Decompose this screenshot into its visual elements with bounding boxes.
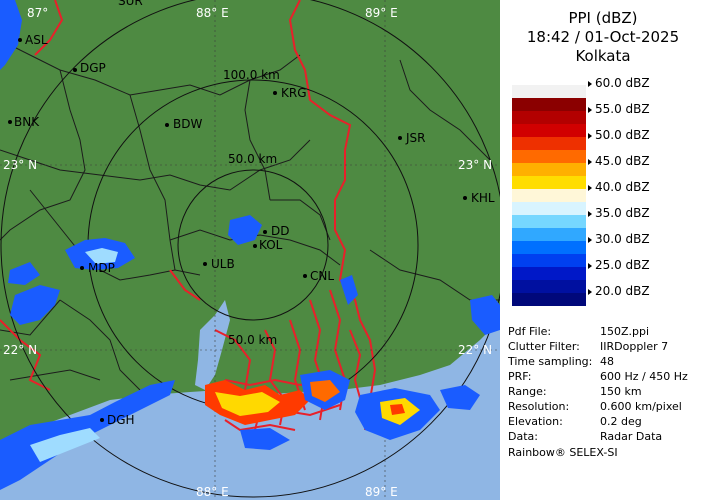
legend-label: 50.0 dBZ: [595, 128, 650, 142]
info-line: Resolution: 0.600 km/pixel: [508, 400, 682, 413]
place-label: 87°: [27, 6, 49, 20]
footer-credit: Rainbow® SELEX-SI: [508, 446, 618, 459]
place-label: MDP: [88, 261, 115, 275]
legend-swatch: [512, 150, 586, 176]
legend-label: 30.0 dBZ: [595, 232, 650, 246]
info-line: Elevation: 0.2 deg: [508, 415, 642, 428]
legend-tick-icon: [588, 185, 592, 191]
legend-tick-icon: [588, 237, 592, 243]
info-value: Radar Data: [600, 430, 663, 443]
legend-tick-icon: [588, 133, 592, 139]
range-label-100km: 100.0 km: [223, 68, 280, 82]
info-line: Pdf File: 150Z.ppi: [508, 325, 649, 338]
place-label: DGP: [80, 61, 106, 75]
legend-label: 55.0 dBZ: [595, 102, 650, 116]
legend-label: 35.0 dBZ: [595, 206, 650, 220]
lon-label-top-89: 89° E: [365, 6, 398, 20]
place-label: KRG: [281, 86, 307, 100]
lon-label-bottom-89: 89° E: [365, 485, 398, 499]
product-title: PPI (dBZ): [568, 9, 638, 27]
legend-swatch: [512, 176, 586, 202]
info-value: 0.600 km/pixel: [600, 400, 682, 413]
legend-label: 45.0 dBZ: [595, 154, 650, 168]
map-canvas: [0, 0, 500, 500]
place-label: SUR: [118, 0, 143, 8]
legend-swatch: [512, 98, 586, 124]
place-label: DD: [271, 224, 290, 238]
radar-echoes: [0, 0, 500, 490]
info-line: Clutter Filter: IIRDoppler 7: [508, 340, 668, 353]
lat-label-right-23: 23° N: [458, 158, 493, 172]
info-value: 48: [600, 355, 614, 368]
place-label: BDW: [173, 117, 203, 131]
legend-tick-icon: [588, 159, 592, 165]
legend-swatch: [512, 254, 586, 280]
info-line: Data: Radar Data: [508, 430, 662, 443]
place-label: KHL: [471, 191, 495, 205]
datetime-title: 18:42 / 01-Oct-2025: [526, 28, 680, 46]
legend-swatch: [512, 72, 586, 98]
place-label: JSR: [406, 131, 426, 145]
legend-swatch: [512, 124, 586, 150]
legend-entry: 30.0 dBZ: [500, 228, 706, 254]
info-key: Resolution:: [508, 400, 570, 413]
legend-tick-icon: [588, 107, 592, 113]
lat-label-right-22: 22° N: [458, 343, 493, 357]
info-key: Data:: [508, 430, 538, 443]
info-key: Range:: [508, 385, 547, 398]
lat-label-left-22: 22° N: [3, 343, 38, 357]
info-value: 600 Hz / 450 Hz: [600, 370, 688, 383]
lat-label-left-23: 23° N: [3, 158, 38, 172]
info-key: Clutter Filter:: [508, 340, 580, 353]
legend-tick-icon: [588, 289, 592, 295]
legend-swatch: [512, 202, 586, 228]
color-legend: 60.0 dBZ 55.0 dBZ 50.0 dBZ 45.0 dBZ 40.0 dBZ…: [500, 72, 706, 306]
info-value: 150Z.ppi: [600, 325, 650, 338]
legend-entry: 25.0 dBZ: [500, 254, 706, 280]
state-borders: [0, 0, 377, 432]
legend-tick-icon: [588, 263, 592, 269]
legend-label: 20.0 dBZ: [595, 284, 650, 298]
legend-entry: 55.0 dBZ: [500, 98, 706, 124]
info-key: Time sampling:: [508, 355, 593, 368]
range-label-50km-south: 50.0 km: [228, 333, 278, 347]
legend-entry: 40.0 dBZ: [500, 176, 706, 202]
river-estuary: [195, 300, 230, 390]
legend-swatch: [512, 228, 586, 254]
place-label: KOL: [259, 238, 283, 252]
place-label: ASL: [25, 33, 48, 47]
lon-label-bottom-88: 88° E: [196, 485, 229, 499]
place-label: ULB: [211, 257, 235, 271]
legend-tick-icon: [588, 81, 592, 87]
info-key: Pdf File:: [508, 325, 552, 338]
legend-entry: 45.0 dBZ: [500, 150, 706, 176]
side-panel: PPI (dBZ) 18:42 / 01-Oct-2025 Kolkata 60…: [500, 0, 706, 500]
range-label-50km-north: 50.0 km: [228, 152, 278, 166]
legend-label: 25.0 dBZ: [595, 258, 650, 272]
legend-entry: 20.0 dBZ: [500, 280, 706, 306]
info-key: PRF:: [508, 370, 532, 383]
info-value: 0.2 deg: [600, 415, 642, 428]
station-title: Kolkata: [575, 47, 631, 65]
place-label: BNK: [14, 115, 40, 129]
place-markers: [8, 38, 467, 422]
info-value: IIRDoppler 7: [600, 340, 669, 353]
legend-label: 40.0 dBZ: [595, 180, 650, 194]
place-label: CNL: [310, 269, 335, 283]
legend-tick-icon: [588, 211, 592, 217]
legend-entry: 35.0 dBZ: [500, 202, 706, 228]
info-value: 150 km: [600, 385, 642, 398]
legend-entry: 50.0 dBZ: [500, 124, 706, 150]
radar-map: 88° E 89° E 88° E 89° E 23° N 23° N 22° …: [0, 0, 500, 500]
info-key: Elevation:: [508, 415, 563, 428]
info-line: PRF: 600 Hz / 450 Hz: [508, 370, 688, 383]
info-line: Range: 150 km: [508, 385, 642, 398]
place-label: DGH: [107, 413, 135, 427]
legend-label: 60.0 dBZ: [595, 76, 650, 90]
info-line: Time sampling: 48: [508, 355, 614, 368]
lon-label-top-88: 88° E: [196, 6, 229, 20]
legend-swatch: [512, 280, 586, 306]
legend-entry: 60.0 dBZ: [500, 72, 706, 98]
